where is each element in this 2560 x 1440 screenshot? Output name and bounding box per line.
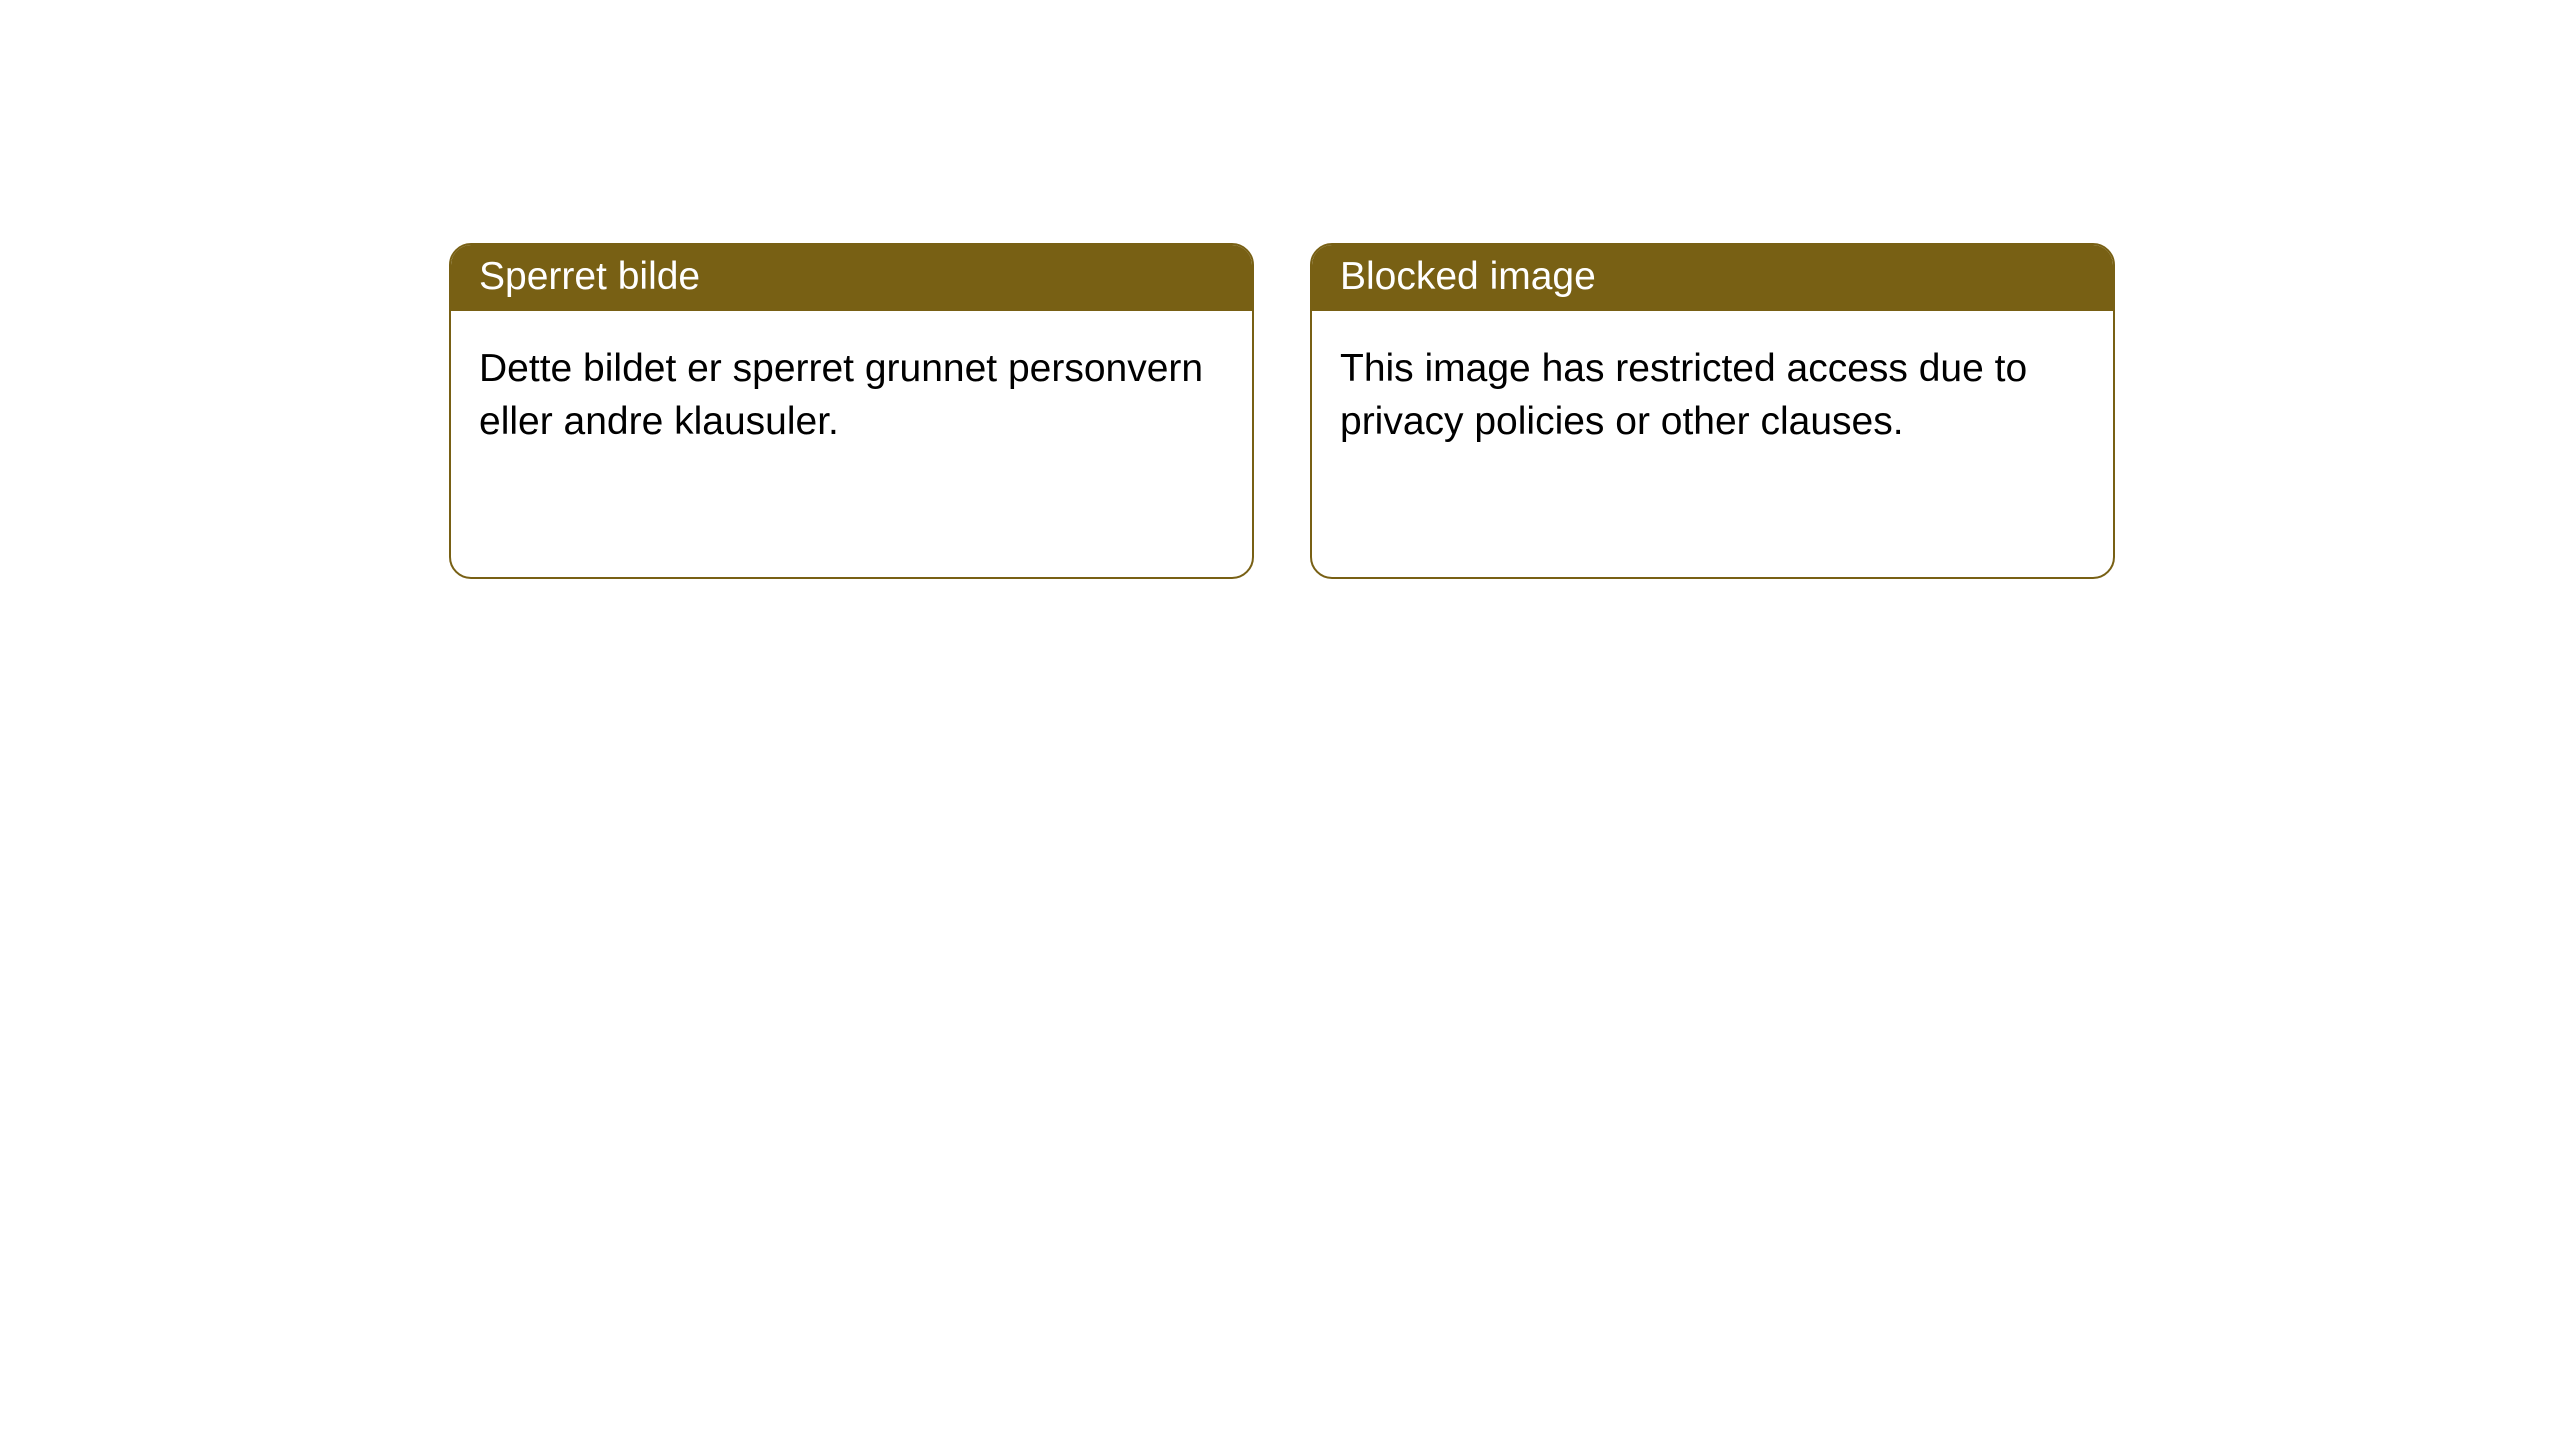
card-body: Dette bildet er sperret grunnet personve… bbox=[451, 311, 1252, 480]
card-title: Sperret bilde bbox=[479, 255, 700, 298]
card-header: Sperret bilde bbox=[451, 245, 1252, 311]
card-title: Blocked image bbox=[1340, 255, 1596, 298]
card-body: This image has restricted access due to … bbox=[1312, 311, 2113, 480]
notice-card-norwegian: Sperret bilde Dette bildet er sperret gr… bbox=[449, 243, 1254, 579]
card-header: Blocked image bbox=[1312, 245, 2113, 311]
card-body-text: Dette bildet er sperret grunnet personve… bbox=[479, 347, 1203, 443]
card-body-text: This image has restricted access due to … bbox=[1340, 347, 2027, 443]
notice-card-english: Blocked image This image has restricted … bbox=[1310, 243, 2115, 579]
notice-container: Sperret bilde Dette bildet er sperret gr… bbox=[0, 0, 2560, 579]
